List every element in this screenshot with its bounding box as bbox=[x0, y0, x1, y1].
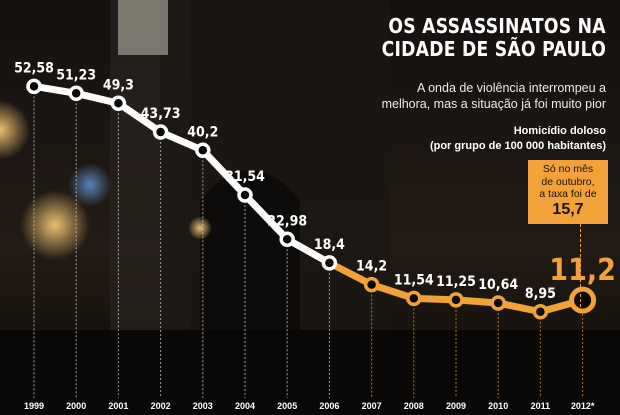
x-tick-label-2010: 2010 bbox=[488, 401, 508, 411]
data-point-2005 bbox=[279, 231, 295, 248]
chart-subtitle-line-2: melhora, mas a situação já foi muito pio… bbox=[381, 97, 606, 111]
data-point-2006 bbox=[321, 255, 338, 271]
unit-label-line-1: Homicídio doloso bbox=[513, 125, 606, 137]
x-tick-label-1999: 1999 bbox=[24, 401, 44, 411]
callout-value: 15,7 bbox=[552, 200, 584, 218]
x-tick-label-2007: 2007 bbox=[362, 401, 382, 411]
x-tick-label-2012*: 2012* bbox=[571, 401, 595, 411]
x-tick-label-2004: 2004 bbox=[235, 401, 255, 411]
x-tick-label-2011: 2011 bbox=[531, 401, 551, 411]
line-segment-2003 bbox=[199, 146, 249, 199]
x-tick-label-2005: 2005 bbox=[277, 401, 297, 411]
value-label-2004: 31,54 bbox=[225, 169, 265, 185]
line-segment-2001 bbox=[114, 99, 165, 136]
line-segment-2004 bbox=[241, 191, 291, 243]
value-label-2005: 22,98 bbox=[267, 213, 307, 229]
x-tick-label-2009: 2009 bbox=[446, 401, 466, 411]
callout-line-2: de outubro, bbox=[541, 175, 595, 188]
data-point-2009 bbox=[448, 292, 464, 308]
x-tick-label-2006: 2006 bbox=[319, 401, 339, 411]
value-label-2007: 14,2 bbox=[356, 259, 387, 275]
value-label-2006: 18,4 bbox=[314, 237, 345, 253]
x-tick-label-2002: 2002 bbox=[151, 401, 171, 411]
value-label-2001: 49,3 bbox=[103, 77, 134, 93]
data-point-2010 bbox=[490, 295, 506, 311]
data-point-1999 bbox=[26, 78, 42, 95]
data-point-2004 bbox=[237, 187, 253, 203]
value-label-2003: 40,2 bbox=[187, 124, 218, 140]
chart-title-line-1: OS ASSASSINATOS NA bbox=[388, 14, 606, 38]
data-point-2007 bbox=[363, 276, 380, 293]
data-point-2000 bbox=[68, 85, 84, 102]
data-point-2001 bbox=[110, 95, 127, 112]
line-segment-2006 bbox=[325, 259, 376, 289]
x-tick-label-2000: 2000 bbox=[66, 401, 86, 411]
unit-label-line-2: (por grupo de 100 000 habitantes) bbox=[429, 140, 606, 152]
value-label-2008: 11,54 bbox=[394, 272, 434, 288]
callout-line-1: Só no mês bbox=[542, 163, 594, 175]
chart-subtitle-line-1: A onda de violência interrompeu a bbox=[416, 81, 606, 95]
data-point-2003 bbox=[195, 142, 211, 159]
data-point-2002 bbox=[152, 124, 169, 140]
value-label-2012*: 11,2 bbox=[549, 253, 616, 288]
value-label-2011: 8,95 bbox=[525, 286, 556, 302]
x-tick-label-2008: 2008 bbox=[404, 401, 424, 411]
chart-title-line-2: CIDADE DE SÃO PAULO bbox=[381, 37, 606, 61]
october-callout-box: Só no mês de outubro, a taxa foi de 15,7 bbox=[528, 160, 608, 224]
value-label-2009: 11,25 bbox=[436, 274, 476, 290]
data-points bbox=[26, 78, 597, 320]
value-label-2010: 10,64 bbox=[478, 277, 518, 293]
x-tick-label-2003: 2003 bbox=[193, 401, 213, 411]
x-tick-label-2001: 2001 bbox=[108, 401, 128, 411]
value-label-2000: 51,23 bbox=[56, 67, 96, 83]
x-tick-labels: 1999 2000 2001 2002 2003 2004 2005 2006 2007 2008… bbox=[24, 401, 595, 411]
value-label-2002: 43,73 bbox=[141, 106, 181, 122]
data-point-2011 bbox=[532, 304, 549, 320]
data-point-2008 bbox=[406, 290, 422, 307]
year-guide-lines bbox=[33, 92, 584, 398]
data-point-2012* bbox=[569, 286, 597, 314]
value-labels: 52,58 51,23 49,3 43,73 40,2 31,54 22,98 18,4 14,… bbox=[14, 60, 616, 301]
callout-pointer-line bbox=[580, 224, 582, 312]
value-label-1999: 52,58 bbox=[14, 60, 54, 76]
line-segment-2005 bbox=[283, 235, 333, 267]
callout-line-3: a taxa foi de bbox=[539, 188, 597, 200]
